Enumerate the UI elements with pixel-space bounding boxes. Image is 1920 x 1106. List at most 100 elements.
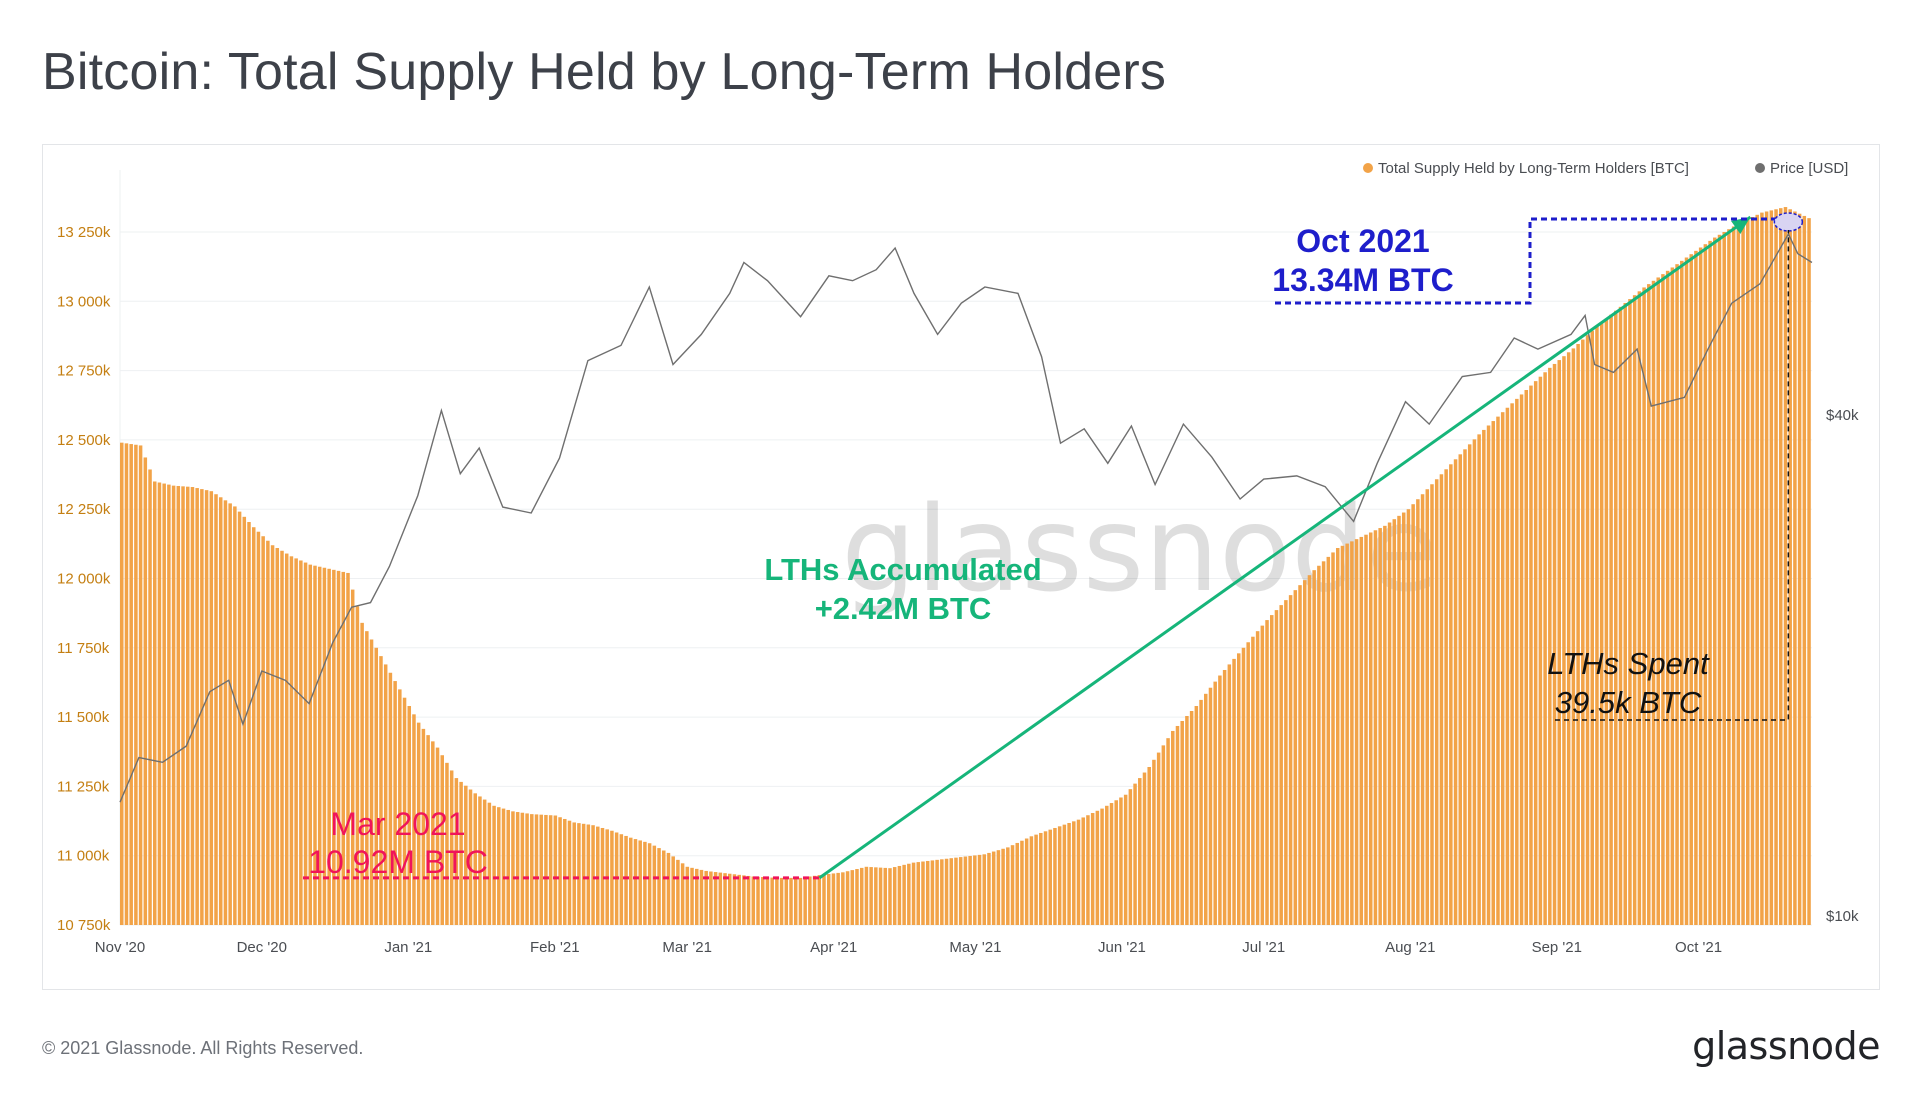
supply-bar bbox=[878, 867, 883, 925]
supply-bar bbox=[1383, 525, 1387, 925]
spent-annotation-value: 39.5k BTC bbox=[1555, 685, 1702, 720]
supply-bar bbox=[803, 877, 807, 925]
supply-bar bbox=[426, 735, 430, 925]
supply-bar bbox=[1039, 832, 1043, 925]
supply-bar bbox=[1496, 416, 1500, 925]
supply-bar bbox=[1053, 827, 1057, 925]
brand-logo[interactable]: glassnode bbox=[1692, 1024, 1880, 1068]
supply-bar bbox=[388, 672, 393, 925]
supply-bar bbox=[916, 862, 921, 925]
supply-bar bbox=[313, 565, 317, 925]
supply-bar bbox=[129, 444, 133, 925]
supply-bar bbox=[1713, 237, 1717, 926]
supply-bar bbox=[907, 863, 911, 925]
supply-bar bbox=[1571, 348, 1576, 925]
supply-bar bbox=[1373, 530, 1378, 925]
supply-bar bbox=[266, 540, 270, 925]
supply-bar bbox=[360, 622, 364, 925]
supply-bar bbox=[1458, 454, 1463, 925]
legend-label-price[interactable]: Price [USD] bbox=[1770, 160, 1848, 177]
supply-bar bbox=[157, 482, 162, 925]
supply-bar bbox=[826, 874, 831, 925]
supply-bar bbox=[836, 872, 840, 925]
supply-bar bbox=[350, 589, 355, 925]
supply-bar bbox=[1731, 226, 1736, 925]
legend-label-supply[interactable]: Total Supply Held by Long-Term Holders [… bbox=[1378, 160, 1689, 177]
supply-bar bbox=[770, 877, 774, 925]
supply-bar bbox=[1552, 363, 1557, 925]
supply-bar bbox=[478, 796, 482, 925]
supply-bar bbox=[1006, 847, 1010, 925]
supply-bar bbox=[1703, 244, 1708, 925]
supply-bar bbox=[1156, 752, 1161, 925]
supply-bar bbox=[1670, 267, 1675, 926]
supply-bar bbox=[1779, 208, 1783, 925]
supply-bar bbox=[1161, 745, 1166, 925]
supply-bar bbox=[1788, 209, 1792, 925]
supply-bar bbox=[171, 485, 176, 925]
supply-bar bbox=[977, 854, 982, 925]
supply-bar bbox=[1199, 699, 1203, 925]
supply-bar bbox=[1590, 330, 1594, 925]
supply-bar bbox=[704, 870, 708, 925]
supply-bar bbox=[1024, 838, 1029, 925]
page-title: Bitcoin: Total Supply Held by Long-Term … bbox=[42, 43, 1167, 101]
supply-bar bbox=[888, 868, 892, 925]
supply-bar bbox=[1048, 829, 1052, 925]
supply-bar bbox=[520, 812, 525, 925]
supply-bar bbox=[1529, 385, 1533, 925]
supply-bar bbox=[1100, 808, 1104, 925]
supply-bar bbox=[1807, 218, 1811, 925]
supply-bar bbox=[1632, 295, 1637, 925]
supply-bar bbox=[1227, 664, 1232, 925]
supply-bar bbox=[1034, 834, 1038, 925]
supply-bar bbox=[308, 564, 313, 925]
supply-bar bbox=[421, 728, 426, 925]
supply-bar bbox=[1335, 548, 1340, 925]
legend-swatch-price bbox=[1755, 163, 1765, 173]
supply-bar bbox=[1340, 545, 1345, 925]
supply-bar bbox=[911, 862, 916, 925]
supply-bar bbox=[1364, 534, 1368, 925]
supply-bar bbox=[680, 863, 685, 925]
supply-bar bbox=[1750, 217, 1755, 925]
y-tick-label: 11 000k bbox=[57, 848, 110, 865]
supply-bar bbox=[1260, 625, 1265, 925]
supply-bar bbox=[1411, 504, 1415, 925]
supply-bar bbox=[812, 875, 817, 925]
supply-bar bbox=[1755, 214, 1759, 925]
supply-bar bbox=[369, 639, 374, 925]
supply-bar bbox=[982, 854, 987, 925]
supply-bar bbox=[690, 867, 694, 925]
supply-bar bbox=[685, 866, 690, 925]
supply-bar bbox=[869, 867, 873, 925]
supply-bar bbox=[134, 444, 138, 925]
supply-bar bbox=[841, 872, 845, 925]
supply-bar bbox=[1609, 314, 1613, 925]
supply-bar bbox=[874, 867, 878, 925]
supply-bar bbox=[1524, 390, 1529, 925]
supply-bar bbox=[317, 566, 322, 925]
supply-bar bbox=[1213, 681, 1217, 925]
supply-bar bbox=[850, 870, 855, 925]
y-tick-label: 13 000k bbox=[57, 293, 111, 310]
supply-bar bbox=[695, 868, 699, 925]
supply-bar bbox=[218, 497, 223, 925]
supply-bar bbox=[808, 876, 812, 925]
y2-tick-label: $40k bbox=[1826, 407, 1859, 424]
supply-bar bbox=[845, 871, 850, 925]
supply-bar bbox=[746, 875, 751, 925]
supply-bar bbox=[1326, 556, 1331, 925]
supply-bar bbox=[1764, 211, 1769, 926]
supply-bar bbox=[765, 877, 770, 925]
supply-bar bbox=[440, 755, 444, 925]
supply-bar bbox=[1642, 287, 1646, 925]
supply-bar bbox=[817, 875, 822, 925]
supply-bar bbox=[940, 859, 944, 925]
supply-bar bbox=[152, 481, 157, 925]
supply-bar bbox=[1425, 489, 1430, 925]
supply-bar bbox=[596, 826, 600, 925]
supply-bar bbox=[1463, 449, 1467, 925]
supply-bar bbox=[143, 457, 148, 925]
price-line bbox=[119, 232, 1813, 803]
